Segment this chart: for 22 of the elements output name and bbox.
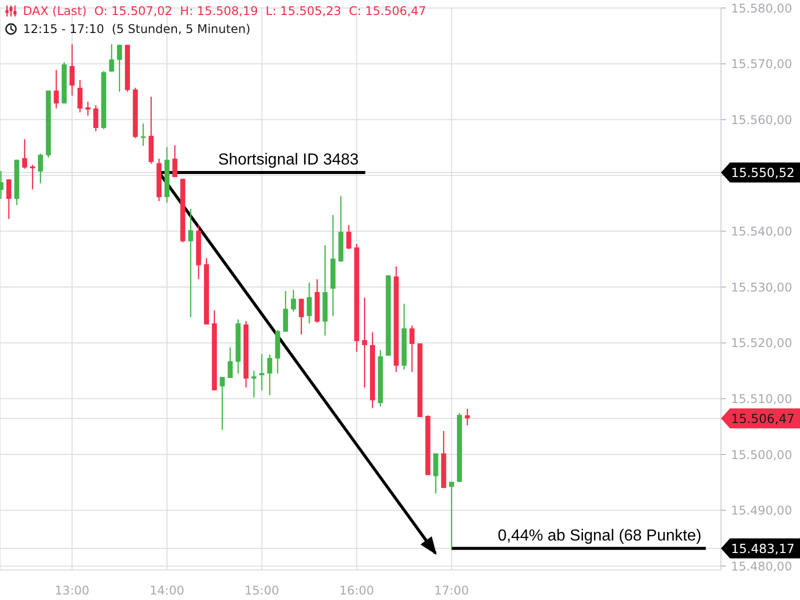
x-tick-label: 16:00: [339, 584, 374, 598]
y-tick-label: 15.560,00: [731, 112, 792, 127]
x-tick-label: 14:00: [150, 584, 184, 598]
y-tick-label: 15.570,00: [731, 57, 792, 72]
x-tick-label: 13:00: [54, 584, 90, 598]
y-tick-label: 15.506,47: [731, 410, 795, 426]
x-tick-label: 15:00: [244, 584, 280, 598]
annotation: Shortsignal ID 3483: [218, 152, 359, 169]
x-tick-label: 17:00: [434, 584, 469, 598]
chart-title: DAX (Last) O: 15.507,02 H: 15.508,19 L: 15.505,23 C: 15.506,47: [23, 3, 426, 19]
y-tick-label: 15.510,00: [731, 392, 792, 406]
y-tick-label: 15.500,00: [731, 448, 792, 462]
annotation: 0,44% ab Signal (68 Punkte): [498, 527, 702, 544]
y-tick-label: 15.580,00: [731, 1, 792, 16]
y-tick-label: 15.520,00: [731, 336, 792, 350]
text: 12:15 - 17:10 (5 Stunden, 5 Minuten): [23, 21, 250, 37]
y-tick-label: 15.550,52: [731, 165, 795, 180]
y-tick-label: 15.480,00: [731, 559, 792, 574]
y-tick-label: 15.530,00: [731, 280, 792, 294]
y-tick-label: 15.483,17: [731, 540, 795, 556]
y-tick-label: 15.490,00: [731, 504, 792, 518]
y-tick-label: 15.540,00: [731, 224, 792, 239]
